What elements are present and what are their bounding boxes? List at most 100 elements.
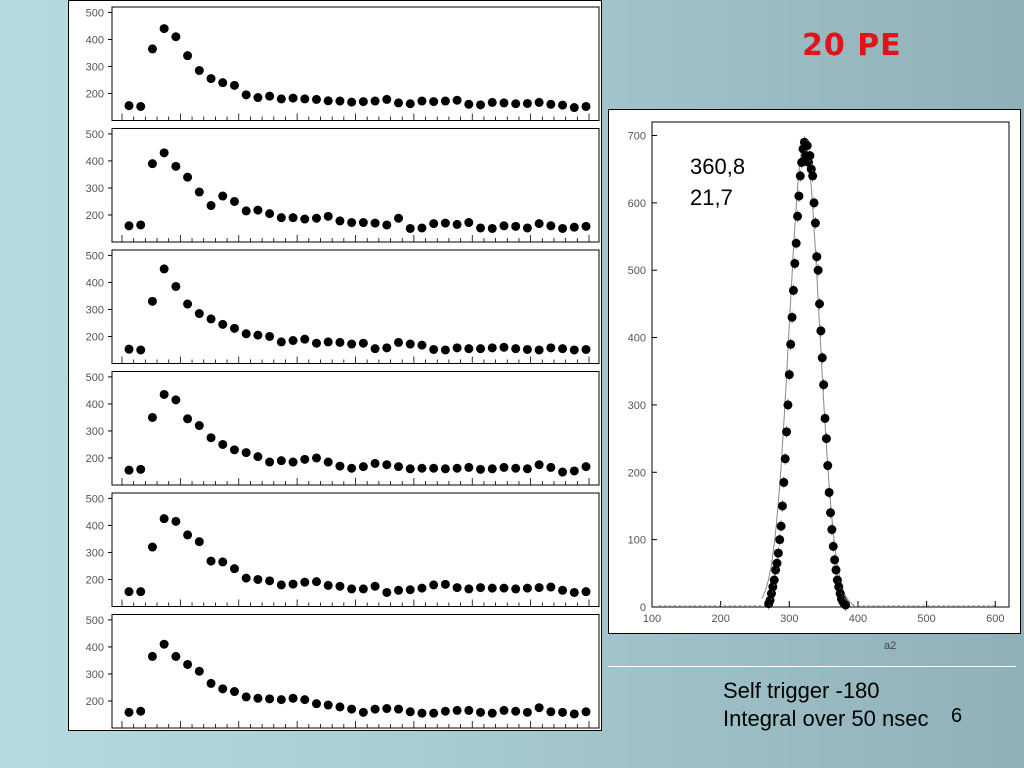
data-point <box>159 148 169 158</box>
data-point <box>311 577 321 587</box>
data-point <box>806 164 816 174</box>
data-point <box>522 344 532 354</box>
subplot-1: 200 300 400 500 <box>86 6 600 121</box>
data-point <box>183 299 193 309</box>
data-point <box>370 344 380 354</box>
data-point <box>511 99 521 109</box>
data-point <box>534 219 544 229</box>
data-point <box>786 339 796 349</box>
data-point <box>823 461 833 471</box>
data-point <box>820 413 830 423</box>
data-point <box>323 337 333 347</box>
data-point <box>335 337 345 347</box>
data-point <box>241 448 251 458</box>
data-point <box>124 707 134 717</box>
data-point <box>311 453 321 463</box>
data-point <box>323 457 333 467</box>
data-point <box>394 462 404 472</box>
data-point <box>394 337 404 347</box>
y-tick-label: 200 <box>86 453 104 465</box>
x-tick-label: 200 <box>711 613 729 625</box>
data-point <box>311 213 321 223</box>
y-tick-label: 400 <box>628 333 646 345</box>
data-point <box>546 221 556 231</box>
subplot-5: 200 300 400 500 <box>86 492 600 607</box>
data-point <box>382 587 392 597</box>
data-point <box>347 218 357 228</box>
y-tick-label: 300 <box>86 61 104 73</box>
data-point <box>358 218 368 228</box>
data-point <box>194 537 204 547</box>
y-tick-label: 600 <box>628 198 646 210</box>
data-point <box>534 97 544 107</box>
data-point <box>136 464 146 474</box>
data-point <box>382 94 392 104</box>
data-point <box>206 678 216 688</box>
data-point <box>569 466 579 476</box>
data-point <box>229 80 239 90</box>
data-point <box>511 221 521 231</box>
data-point <box>241 90 251 100</box>
y-tick-label: 300 <box>86 547 104 559</box>
data-point <box>558 585 568 595</box>
data-point <box>429 463 439 473</box>
data-point <box>569 587 579 597</box>
data-point <box>534 345 544 355</box>
data-point <box>546 462 556 472</box>
y-tick-label: 200 <box>86 88 104 100</box>
data-point <box>265 457 275 467</box>
data-point <box>323 211 333 221</box>
data-point <box>183 172 193 182</box>
data-point <box>452 705 462 715</box>
data-point <box>813 265 823 275</box>
data-point <box>124 465 134 475</box>
data-point <box>417 223 427 233</box>
y-tick-label: 700 <box>628 130 646 142</box>
data-point <box>370 218 380 228</box>
y-tick-label: 200 <box>86 696 104 708</box>
data-point <box>335 216 345 226</box>
data-point <box>476 583 486 593</box>
data-point <box>288 213 298 223</box>
data-point <box>817 353 827 363</box>
data-point <box>581 101 591 111</box>
data-point <box>253 452 263 462</box>
x-tick-label: 500 <box>917 613 935 625</box>
right-histogram-panel: 0 100 200 300 400 500 600 700 100 200 300 400 500 600 <box>608 109 1021 634</box>
data-point <box>771 565 781 575</box>
data-point <box>265 91 275 101</box>
data-point <box>405 339 415 349</box>
data-point <box>534 583 544 593</box>
data-point <box>788 285 798 295</box>
data-point <box>440 464 450 474</box>
data-point <box>218 319 228 329</box>
data-point <box>511 344 521 354</box>
data-point <box>558 344 568 354</box>
y-tick-label: 300 <box>86 304 104 316</box>
x-tick-label: 600 <box>986 613 1004 625</box>
data-point <box>347 704 357 714</box>
data-point <box>824 487 834 497</box>
data-point <box>206 556 216 566</box>
data-point <box>147 44 157 54</box>
data-point <box>802 141 812 151</box>
data-point <box>546 582 556 592</box>
data-point <box>569 709 579 719</box>
data-point <box>776 521 786 531</box>
data-point <box>136 345 146 355</box>
data-point <box>765 595 775 605</box>
y-tick-label: 100 <box>628 535 646 547</box>
data-point <box>830 555 840 565</box>
data-point <box>136 706 146 716</box>
data-point <box>812 252 822 262</box>
data-point <box>581 344 591 354</box>
data-point <box>358 338 368 348</box>
data-point <box>288 579 298 589</box>
data-point <box>335 461 345 471</box>
data-point <box>124 344 134 354</box>
data-point <box>241 692 251 702</box>
data-point <box>265 694 275 704</box>
data-point <box>511 584 521 594</box>
data-point <box>534 703 544 713</box>
data-point <box>499 583 509 593</box>
